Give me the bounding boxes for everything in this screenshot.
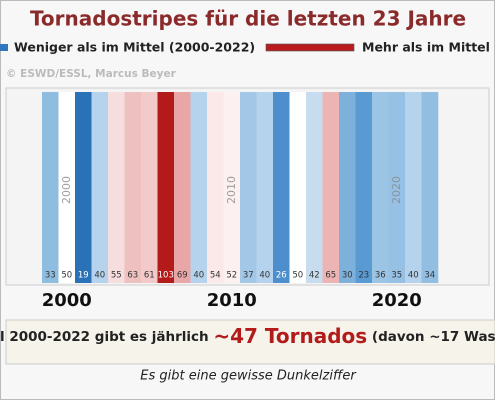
stripe — [108, 92, 125, 283]
value-label: 52 — [226, 271, 237, 281]
value-label: 103 — [158, 271, 174, 281]
value-label: 35 — [391, 271, 402, 281]
stripe — [273, 92, 290, 283]
stripe — [372, 92, 389, 283]
legend-label: Weniger als im Mittel (2000-2022) — [14, 40, 255, 55]
stripe — [256, 92, 274, 283]
value-label: 61 — [144, 271, 155, 281]
value-label: 40 — [94, 271, 105, 281]
value-label: 65 — [325, 271, 336, 281]
footer-box — [5, 319, 495, 365]
stripe — [322, 92, 340, 283]
value-label: 69 — [177, 271, 188, 281]
stripe-year-label: 2010 — [225, 176, 238, 204]
stripe-year-label: 2000 — [60, 176, 73, 204]
stripe — [223, 92, 241, 283]
source: © ESWD/ESSL, Marcus Beyer — [6, 68, 177, 80]
value-label: 40 — [193, 271, 204, 281]
stripe — [405, 92, 422, 283]
value-label: 50 — [292, 271, 303, 281]
stripe — [124, 92, 142, 283]
stripe — [75, 92, 92, 283]
stripe — [91, 92, 109, 283]
footer-highlight: ~47 Tornados — [213, 324, 367, 348]
footer-text: l 2000-2022 gibt es jährlich ~47 Tornado… — [0, 324, 495, 348]
x-tick-label: 2000 — [42, 290, 92, 311]
value-label: 19 — [78, 271, 89, 281]
value-label: 42 — [309, 271, 320, 281]
chart-title: Tornadostripes für die letzten 23 Jahre — [30, 7, 466, 31]
legend-swatch — [265, 43, 355, 52]
value-label: 40 — [259, 271, 270, 281]
stripe — [421, 92, 439, 283]
stripe — [174, 92, 191, 283]
stripe — [190, 92, 208, 283]
stripe — [240, 92, 257, 283]
stripe — [141, 92, 158, 283]
stripe — [339, 92, 356, 283]
stripe — [207, 92, 224, 283]
x-tick-label: 2020 — [372, 290, 422, 311]
value-label: 54 — [210, 271, 221, 281]
legend-swatch — [0, 44, 8, 51]
stripe — [306, 92, 323, 283]
stripe — [157, 92, 175, 283]
stripe — [58, 92, 76, 283]
stripe — [355, 92, 373, 283]
value-label: 33 — [45, 271, 56, 281]
footer-text-after: (davon ~17 Wasse — [367, 329, 495, 345]
x-tick-label: 2010 — [207, 290, 257, 311]
value-label: 26 — [276, 271, 287, 281]
value-label: 37 — [243, 271, 254, 281]
stripe — [388, 92, 406, 283]
stripe-year-label: 2020 — [390, 176, 403, 204]
stripe — [289, 92, 307, 283]
value-label: 50 — [61, 271, 72, 281]
footer-text-before: l 2000-2022 gibt es jährlich — [0, 329, 213, 345]
value-label: 23 — [358, 271, 369, 281]
stripe — [42, 92, 59, 283]
legend-label: Mehr als im Mittel — [362, 40, 490, 55]
value-label: 30 — [342, 271, 353, 281]
value-label: 36 — [375, 271, 386, 281]
value-label: 63 — [127, 271, 138, 281]
value-label: 55 — [111, 271, 122, 281]
value-label: 40 — [408, 271, 419, 281]
footer-note: Es gibt eine gewisse Dunkelziffer — [140, 369, 357, 384]
value-label: 34 — [424, 271, 435, 281]
